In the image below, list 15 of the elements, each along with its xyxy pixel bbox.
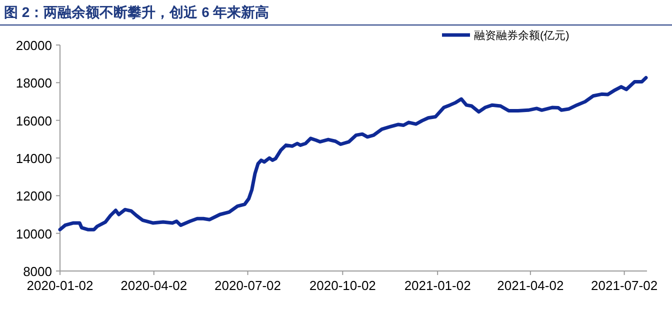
y-tick-label: 18000 (16, 76, 52, 91)
x-tick-label: 2020-07-02 (214, 278, 282, 293)
y-tick-label: 16000 (16, 113, 52, 128)
y-tick-label: 12000 (16, 188, 52, 204)
x-tick-label: 2021-04-02 (497, 278, 564, 293)
y-tick-label: 20000 (16, 38, 52, 53)
x-tick-label: 2021-01-02 (404, 278, 471, 293)
x-tick-label: 2021-07-02 (591, 278, 658, 293)
y-tick-label: 10000 (16, 226, 52, 242)
x-tick-label: 2020-04-02 (120, 278, 188, 293)
y-tick-label: 8000 (23, 264, 52, 279)
title: 图 2：两融余额不断攀升，创近 6 年来新高 (4, 4, 270, 20)
x-tick-label: 2020-10-02 (309, 278, 376, 293)
y-tick-label: 14000 (16, 151, 52, 166)
x-tick-label: 2020-01-02 (26, 278, 94, 293)
